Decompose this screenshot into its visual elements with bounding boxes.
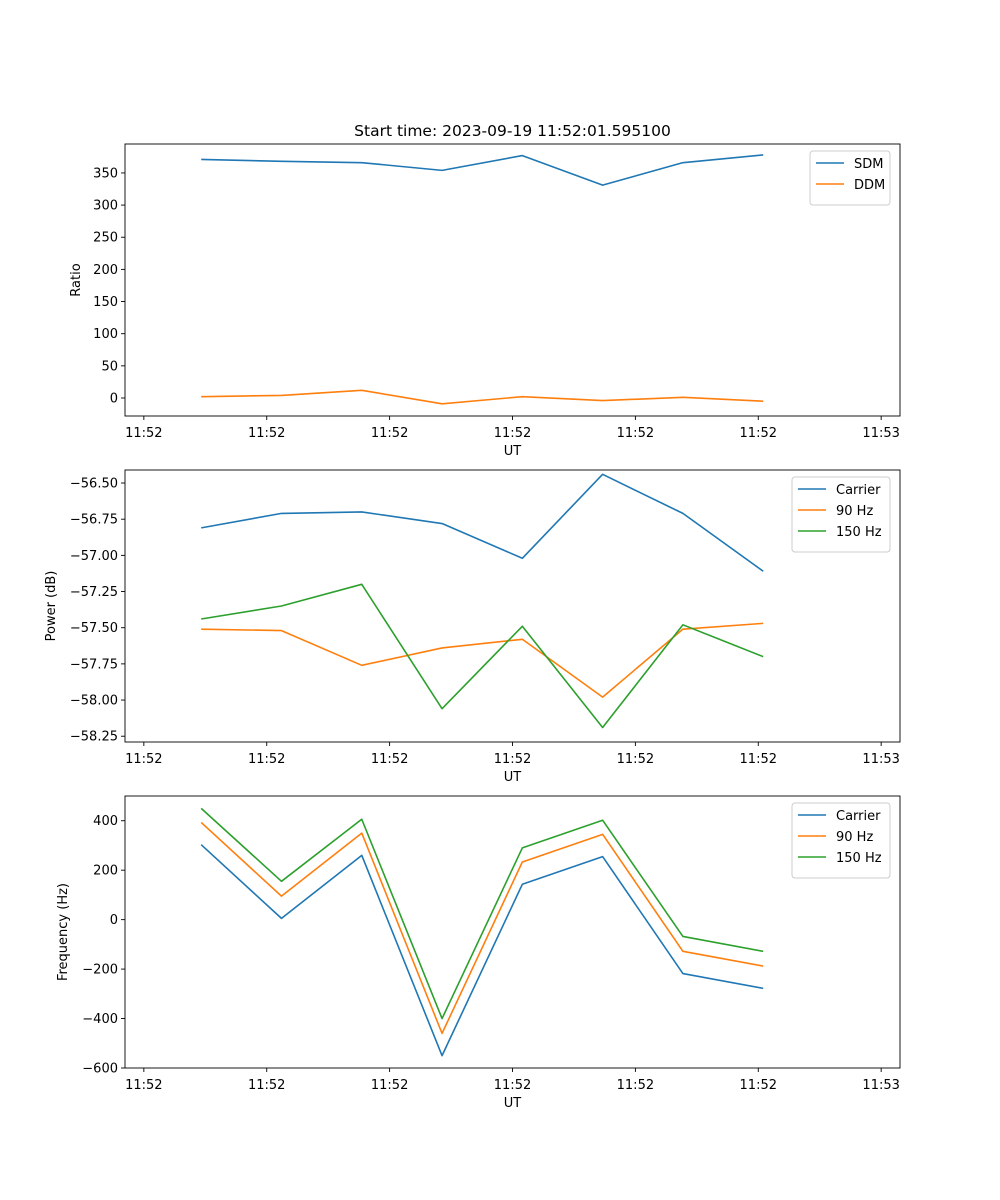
x-tick-label: 11:52 <box>617 752 654 767</box>
y-tick-label: 400 <box>93 814 118 829</box>
x-axis-label: UT <box>504 1096 522 1111</box>
y-axis-label: Frequency (Hz) <box>56 883 71 981</box>
series-line-carrier <box>201 473 764 572</box>
x-axis-label: UT <box>504 444 522 459</box>
x-axis-label: UT <box>504 770 522 785</box>
subplot-1: 0 50 100 150 200 250 300 350 11:52 11:52 11:52 11:5… <box>69 122 901 459</box>
y-tick-label: −56.75 <box>70 513 118 528</box>
series-line-90-hz <box>200 821 764 1035</box>
x-tick-label: 11:52 <box>617 1078 654 1093</box>
y-tick-label: −600 <box>82 1062 118 1077</box>
series-line-ddm <box>201 389 764 405</box>
y-tick-label: 0 <box>110 391 118 406</box>
x-tick-label: 11:52 <box>740 1078 777 1093</box>
x-tick-label: 11:52 <box>248 752 285 767</box>
x-tick-label: 11:52 <box>494 752 531 767</box>
x-tick-label: 11:52 <box>125 1078 162 1093</box>
chart-title: Start time: 2023-09-19 11:52:01.595100 <box>354 122 671 140</box>
y-tick-label: 0 <box>110 913 118 928</box>
legend-box <box>791 802 891 879</box>
legend: Carrier 90 Hz 150 Hz <box>791 476 891 553</box>
y-tick-label: 200 <box>93 864 118 879</box>
y-tick-label: −57.75 <box>70 657 118 672</box>
x-tick-label: 11:52 <box>248 426 285 441</box>
x-tick-label: 11:52 <box>740 752 777 767</box>
legend-label: SDM <box>854 157 883 172</box>
series-line-carrier <box>200 844 764 1057</box>
y-tick-label: −57.00 <box>70 549 118 564</box>
series-line-sdm <box>201 154 764 186</box>
x-tick-label: 11:52 <box>371 752 408 767</box>
x-tick-label: 11:52 <box>125 752 162 767</box>
x-tick-label: 11:53 <box>862 1078 899 1093</box>
legend: Carrier 90 Hz 150 Hz <box>791 802 891 879</box>
y-tick-label: −58.00 <box>70 694 118 709</box>
series-line-150-hz <box>200 807 764 1020</box>
y-tick-label: 300 <box>93 199 118 214</box>
axes-frame <box>124 469 901 743</box>
x-tick-label: 11:52 <box>617 426 654 441</box>
legend: SDM DDM <box>809 150 891 206</box>
legend-label: 150 Hz <box>836 525 882 540</box>
legend-label: Carrier <box>836 809 881 824</box>
legend-label: 150 Hz <box>836 851 882 866</box>
x-tick-label: 11:53 <box>862 752 899 767</box>
legend-label: Carrier <box>836 483 881 498</box>
legend-label: 90 Hz <box>836 830 873 845</box>
y-tick-label: −58.25 <box>70 730 118 745</box>
x-tick-label: 11:52 <box>494 1078 531 1093</box>
y-tick-label: 350 <box>93 166 118 181</box>
y-axis-label: Ratio <box>69 263 84 296</box>
y-tick-label: −57.50 <box>70 621 118 636</box>
y-tick-label: 250 <box>93 231 118 246</box>
y-axis-label: Power (dB) <box>44 571 59 642</box>
y-tick-label: −200 <box>82 963 118 978</box>
y-tick-label: −57.25 <box>70 585 118 600</box>
axes-frame <box>124 143 901 417</box>
x-tick-label: 11:52 <box>371 1078 408 1093</box>
series-line-90-hz <box>201 622 764 698</box>
x-tick-label: 11:52 <box>494 426 531 441</box>
x-tick-label: 11:52 <box>248 1078 285 1093</box>
x-tick-label: 11:52 <box>371 426 408 441</box>
y-tick-label: −56.50 <box>70 477 118 492</box>
legend-box <box>791 476 891 553</box>
y-tick-label: 100 <box>93 327 118 342</box>
subplot-3: −600 −400 −200 0 200 400 11:52 11:52 11:52 11:52 1… <box>56 795 901 1111</box>
axes-frame <box>124 795 901 1069</box>
x-tick-label: 11:52 <box>125 426 162 441</box>
y-tick-label: 150 <box>93 295 118 310</box>
subplot-2: −58.25 −58.00 −57.75 −57.50 −57.25 −57.00 −56.… <box>44 469 901 785</box>
legend-box <box>809 150 891 206</box>
y-tick-label: 50 <box>101 359 118 374</box>
legend-label: DDM <box>854 178 885 193</box>
y-tick-label: −400 <box>82 1012 118 1027</box>
legend-label: 90 Hz <box>836 504 873 519</box>
series-line-150-hz <box>201 583 764 729</box>
y-tick-label: 200 <box>93 263 118 278</box>
x-tick-label: 11:53 <box>862 426 899 441</box>
x-tick-label: 11:52 <box>740 426 777 441</box>
